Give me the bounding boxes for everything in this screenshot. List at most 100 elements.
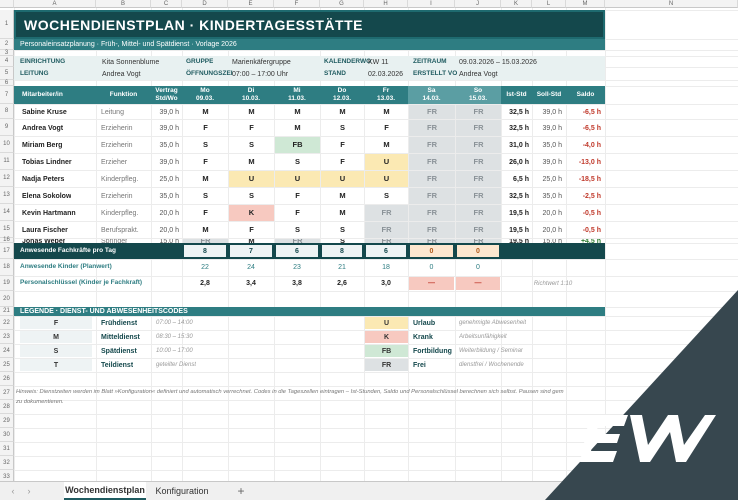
row-header-9[interactable]: 9: [0, 119, 14, 136]
shift-cell[interactable]: FR: [456, 171, 501, 187]
shift-cell[interactable]: S: [339, 225, 345, 235]
shift-cell[interactable]: FR: [409, 222, 455, 238]
shift-cell[interactable]: FR: [365, 222, 408, 238]
shift-cell[interactable]: FR: [456, 188, 501, 204]
shift-cell[interactable]: F: [340, 140, 345, 150]
shift-cell[interactable]: M: [383, 140, 390, 150]
shift-cell[interactable]: S: [248, 191, 254, 201]
shift-cell[interactable]: M: [202, 225, 209, 235]
column-header-j[interactable]: J: [455, 0, 501, 8]
shift-cell[interactable]: F: [249, 123, 254, 133]
shift-cell[interactable]: F: [384, 123, 389, 133]
row-header-20[interactable]: 20: [0, 291, 14, 307]
tab-konfiguration[interactable]: Konfiguration: [155, 486, 209, 496]
row-header-31[interactable]: 31: [0, 442, 14, 456]
shift-cell[interactable]: S: [202, 191, 208, 201]
column-header-c[interactable]: C: [151, 0, 182, 8]
column-header-b[interactable]: B: [96, 0, 151, 8]
column-header-k[interactable]: K: [501, 0, 532, 8]
shift-cell[interactable]: F: [295, 208, 300, 218]
shift-cell[interactable]: FR: [183, 239, 228, 243]
row-header-13[interactable]: 13: [0, 187, 14, 204]
row-header-5[interactable]: 5: [0, 67, 14, 80]
shift-cell[interactable]: S: [294, 157, 300, 167]
shift-cell[interactable]: FR: [456, 154, 501, 170]
shift-cell[interactable]: F: [203, 123, 208, 133]
column-header-a[interactable]: A: [14, 0, 96, 8]
shift-cell[interactable]: F: [249, 225, 254, 235]
shift-cell[interactable]: M: [229, 239, 274, 243]
column-header-n[interactable]: N: [605, 0, 738, 8]
shift-cell[interactable]: M: [202, 107, 209, 117]
row-header-11[interactable]: 11: [0, 153, 14, 170]
shift-cell[interactable]: M: [383, 107, 390, 117]
shift-cell[interactable]: FR: [409, 137, 455, 153]
shift-cell[interactable]: FR: [365, 239, 408, 243]
shift-cell[interactable]: M: [202, 174, 209, 184]
shift-cell[interactable]: FR: [409, 154, 455, 170]
shift-cell[interactable]: FR: [409, 239, 455, 243]
nav-left-icon[interactable]: ‹: [11, 486, 15, 496]
row-header-21[interactable]: 21: [0, 307, 14, 316]
shift-cell[interactable]: F: [340, 157, 345, 167]
shift-cell[interactable]: FR: [365, 205, 408, 221]
shift-cell[interactable]: U: [365, 154, 408, 170]
row-header-17[interactable]: 17: [0, 243, 14, 259]
shift-cell[interactable]: FR: [275, 239, 320, 243]
row-header-32[interactable]: 32: [0, 456, 14, 470]
shift-cell[interactable]: S: [339, 123, 345, 133]
shift-cell[interactable]: FR: [409, 171, 455, 187]
shift-cell[interactable]: M: [248, 157, 255, 167]
shift-cell[interactable]: S: [202, 140, 208, 150]
shift-cell[interactable]: F: [203, 208, 208, 218]
shift-cell[interactable]: S: [294, 225, 300, 235]
row-header-12[interactable]: 12: [0, 170, 14, 187]
row-header-15[interactable]: 15: [0, 221, 14, 238]
shift-cell[interactable]: M: [294, 123, 301, 133]
column-header-e[interactable]: E: [228, 0, 274, 8]
row-header-8[interactable]: 8: [0, 104, 14, 119]
column-header-h[interactable]: H: [364, 0, 408, 8]
nav-right-icon[interactable]: ›: [27, 486, 31, 496]
shift-cell[interactable]: M: [339, 208, 346, 218]
column-header-m[interactable]: M: [566, 0, 605, 8]
shift-cell[interactable]: U: [321, 171, 364, 187]
shift-cell[interactable]: S: [248, 140, 254, 150]
shift-cell[interactable]: FR: [409, 188, 455, 204]
shift-cell[interactable]: K: [229, 205, 274, 221]
shift-cell[interactable]: FB: [275, 137, 320, 153]
row-header-25[interactable]: 25: [0, 358, 14, 372]
shift-cell[interactable]: FR: [456, 205, 501, 221]
shift-cell[interactable]: M: [339, 107, 346, 117]
row-header-16[interactable]: 16: [0, 237, 14, 243]
shift-cell[interactable]: FR: [409, 105, 455, 119]
shift-cell[interactable]: FR: [456, 137, 501, 153]
row-header-30[interactable]: 30: [0, 428, 14, 442]
shift-cell[interactable]: FR: [456, 222, 501, 238]
shift-cell[interactable]: FR: [409, 205, 455, 221]
row-header-6[interactable]: 6: [0, 80, 14, 86]
row-header-3[interactable]: 3: [0, 50, 14, 56]
row-header-18[interactable]: 18: [0, 259, 14, 276]
row-header-19[interactable]: 19: [0, 276, 14, 291]
column-header-g[interactable]: G: [320, 0, 364, 8]
shift-cell[interactable]: U: [229, 171, 274, 187]
column-header-i[interactable]: I: [408, 0, 455, 8]
column-header-l[interactable]: L: [532, 0, 566, 8]
row-header-28[interactable]: 28: [0, 400, 14, 414]
column-header-f[interactable]: F: [274, 0, 320, 8]
row-header-10[interactable]: 10: [0, 136, 14, 153]
row-header-2[interactable]: 2: [0, 39, 14, 50]
row-header-27[interactable]: 27: [0, 386, 14, 400]
shift-cell[interactable]: S: [321, 239, 364, 243]
row-header-23[interactable]: 23: [0, 330, 14, 344]
row-header-1[interactable]: 1: [0, 10, 14, 39]
shift-cell[interactable]: F: [203, 157, 208, 167]
row-header-29[interactable]: 29: [0, 414, 14, 428]
corner-cell[interactable]: [0, 0, 14, 8]
shift-cell[interactable]: U: [365, 171, 408, 187]
add-sheet-button[interactable]: +: [237, 484, 245, 498]
tab-wochendienstplan[interactable]: Wochendienstplan: [64, 482, 146, 500]
shift-cell[interactable]: M: [294, 107, 301, 117]
row-header-7[interactable]: 7: [0, 86, 14, 104]
